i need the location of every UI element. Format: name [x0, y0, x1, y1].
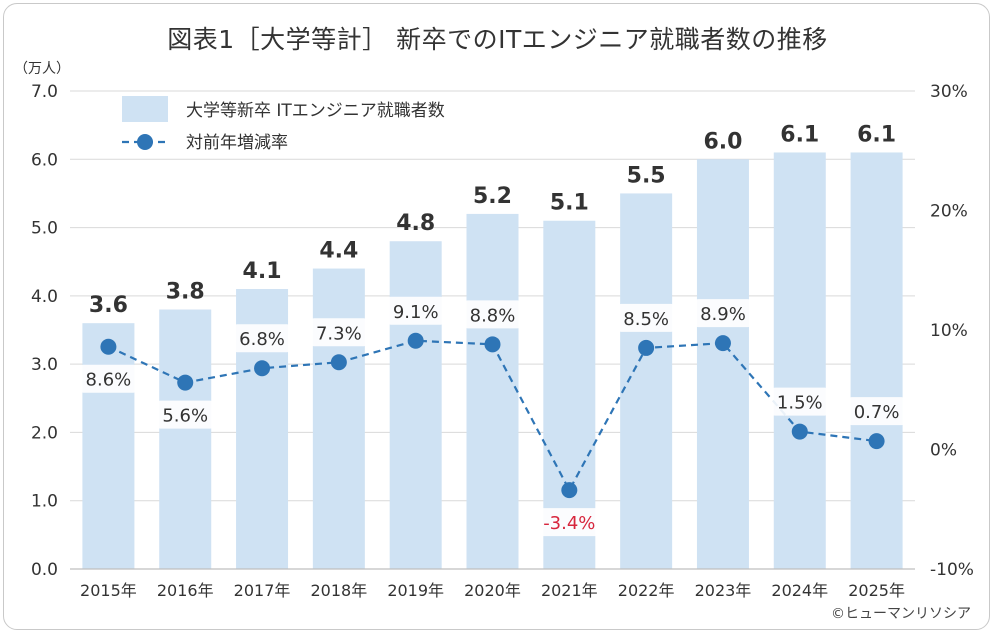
legend-line-marker — [137, 134, 153, 150]
copyright-text: ©ヒューマンリソシア — [831, 606, 971, 622]
x-tick-label: 2020年 — [464, 581, 521, 600]
rate-value-label: 5.6% — [162, 406, 208, 427]
y-tick-label: 5.0 — [31, 219, 58, 239]
x-tick-label: 2024年 — [771, 581, 828, 600]
bar-value-label: 5.1 — [550, 191, 589, 216]
y-tick-label: 0.0 — [31, 560, 58, 580]
legend-bar-swatch — [122, 96, 168, 122]
y-tick-label: 2.0 — [31, 423, 58, 443]
rate-label-bg — [387, 296, 444, 325]
rate-value-label: 8.8% — [470, 305, 516, 326]
bar-value-label: 3.8 — [166, 280, 205, 305]
rate-value-label: 0.7% — [854, 402, 900, 423]
rate-label-bg — [618, 303, 675, 332]
rate-value-label: 1.5% — [777, 393, 823, 414]
rate-point — [638, 339, 655, 356]
y-tick-label: 7.0 — [31, 82, 58, 102]
bar-value-label: 5.5 — [627, 163, 666, 188]
rate-point — [791, 423, 808, 440]
rate-label-bg — [234, 324, 291, 353]
bar — [850, 152, 903, 569]
y-tick-label: 6.0 — [31, 150, 58, 170]
legend-bar-label: 大学等新卒 ITエンジニア就職者数 — [186, 101, 445, 121]
y-unit-label: （万人） — [14, 61, 70, 77]
rate-value-label: 9.1% — [393, 302, 439, 323]
bar — [773, 152, 826, 569]
rate-label-bg — [848, 397, 905, 426]
rate-label-bg — [157, 400, 214, 429]
rate-point — [254, 360, 271, 377]
rate-label-bg — [464, 300, 521, 329]
y2-tick-label: -10% — [930, 560, 974, 580]
y2-tick-label: 30% — [930, 82, 968, 102]
rate-point — [561, 482, 578, 499]
x-tick-label: 2018年 — [310, 581, 367, 600]
x-tick-label: 2016年 — [157, 581, 214, 600]
bar — [82, 323, 135, 569]
x-tick-label: 2025年 — [848, 581, 905, 600]
rate-value-label: -3.4% — [543, 513, 595, 534]
rate-point — [868, 433, 885, 450]
y2-tick-label: 20% — [930, 202, 968, 222]
chart-title: 図表1［大学等計］ 新卒でのITエンジニア就職者数の推移 — [167, 25, 828, 54]
rate-value-label: 8.9% — [700, 304, 746, 325]
rate-value-label: 8.5% — [623, 309, 669, 330]
rate-label-bg — [694, 299, 751, 328]
bar — [389, 241, 442, 569]
x-tick-label: 2023年 — [695, 581, 752, 600]
bar-value-label: 6.1 — [780, 122, 819, 147]
x-tick-label: 2017年 — [234, 581, 291, 600]
rate-label-bg — [771, 387, 828, 416]
rate-point — [330, 354, 347, 371]
y-tick-label: 4.0 — [31, 287, 58, 307]
bar-value-label: 4.1 — [243, 259, 282, 284]
rate-label-bg — [310, 318, 367, 347]
rate-value-label: 7.3% — [316, 323, 362, 344]
rate-point — [177, 374, 194, 391]
bar — [466, 213, 519, 569]
rate-label-bg — [80, 364, 137, 393]
bar-value-label: 5.2 — [473, 184, 512, 209]
bar — [312, 268, 365, 569]
y-tick-label: 3.0 — [31, 355, 58, 375]
x-tick-label: 2021年 — [541, 581, 598, 600]
x-tick-label: 2022年 — [618, 581, 675, 600]
bar-value-label: 4.4 — [319, 239, 358, 264]
rate-point — [407, 332, 424, 349]
bar-value-label: 6.0 — [703, 129, 742, 154]
legend-line-label: 対前年増減率 — [186, 133, 288, 153]
bar — [696, 159, 749, 570]
bar — [159, 309, 212, 569]
bar-value-label: 4.8 — [396, 211, 435, 236]
y2-tick-label: 0% — [930, 441, 957, 461]
y2-tick-label: 10% — [930, 321, 968, 341]
rate-label-bg — [535, 508, 603, 537]
bar-value-label: 3.6 — [89, 293, 128, 318]
rate-point — [484, 336, 501, 353]
rate-value-label: 6.8% — [239, 329, 285, 350]
x-tick-label: 2019年 — [387, 581, 444, 600]
y-tick-label: 1.0 — [31, 492, 58, 512]
rate-point — [100, 338, 117, 355]
bar-value-label: 6.1 — [857, 122, 896, 147]
rate-value-label: 8.6% — [86, 370, 132, 391]
x-tick-label: 2015年 — [80, 581, 137, 600]
rate-point — [714, 335, 731, 352]
